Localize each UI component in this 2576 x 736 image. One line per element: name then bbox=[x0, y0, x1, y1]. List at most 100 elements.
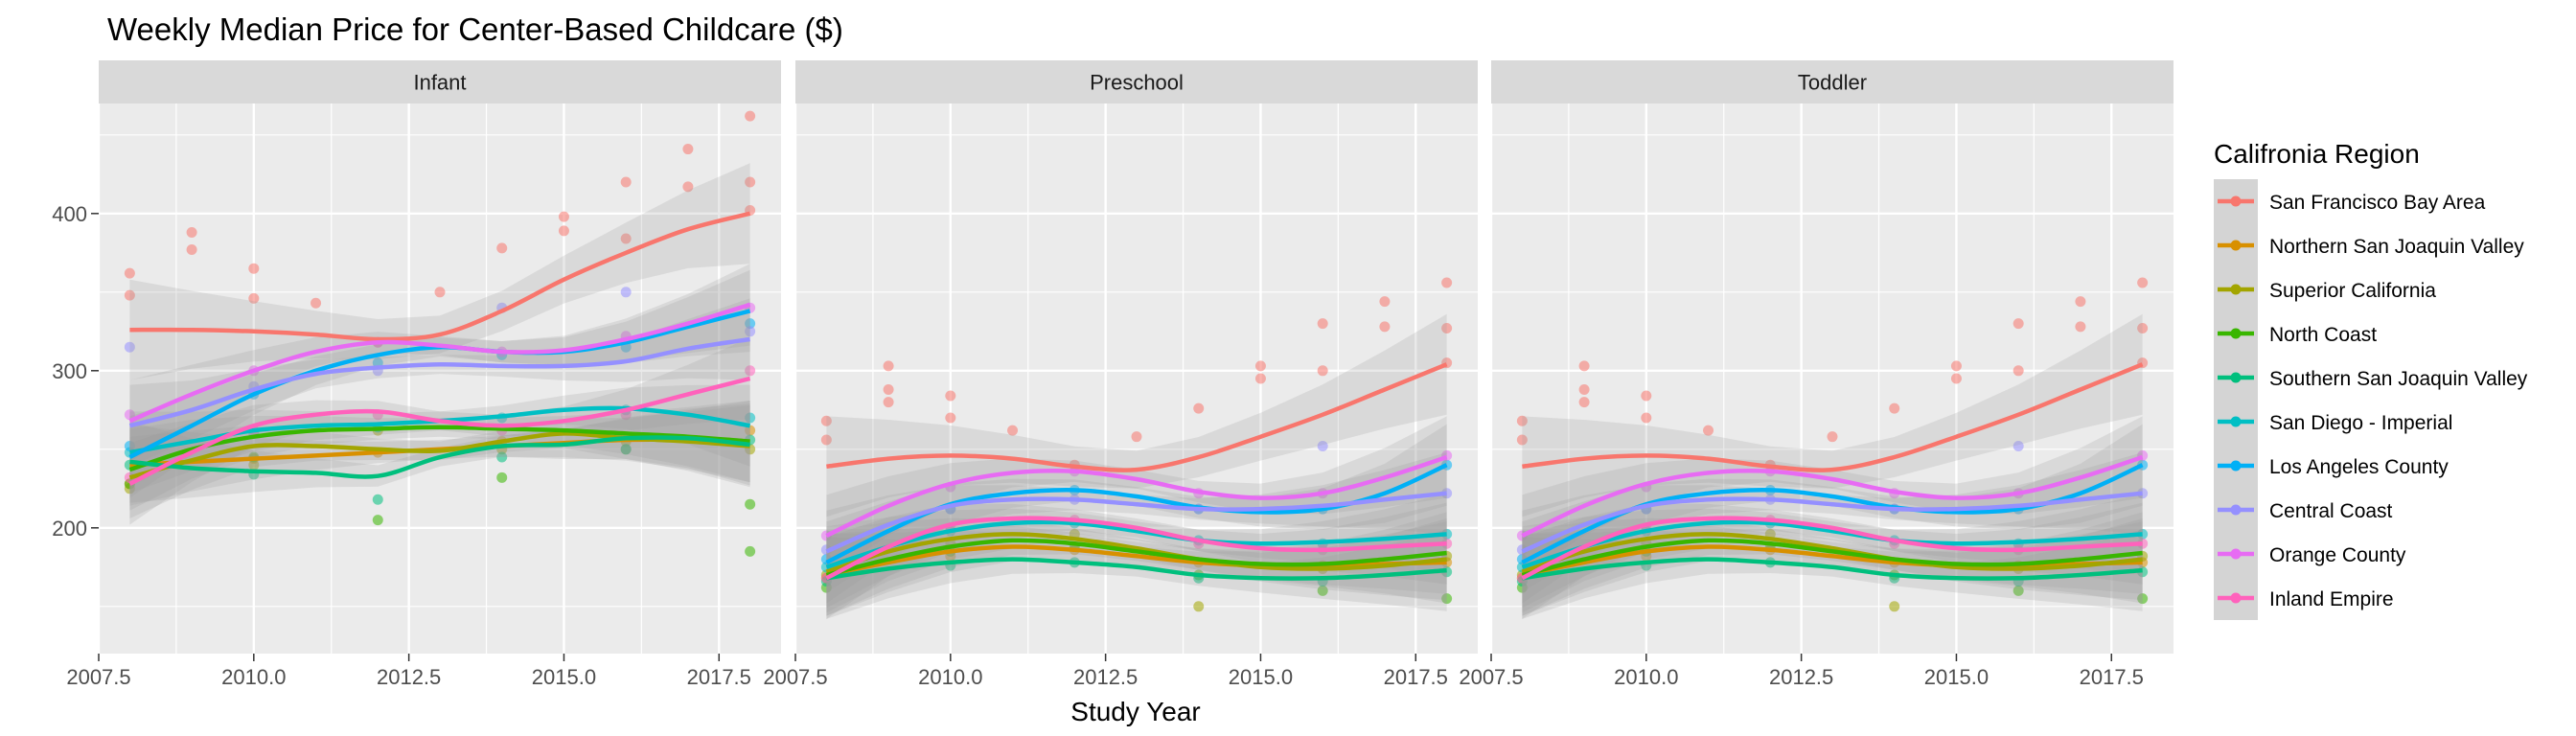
legend-item-orange-county: Orange County bbox=[2214, 532, 2406, 576]
legend-label: San Diego - Imperial bbox=[2269, 412, 2452, 434]
smooth-line-north-coast bbox=[1521, 538, 2143, 578]
legend-label: Los Angeles County bbox=[2269, 456, 2449, 478]
point-san-francisco-bay-area bbox=[186, 244, 197, 256]
x-tick-label: 2012.5 bbox=[1769, 665, 1833, 689]
band-san-francisco-bay-area bbox=[129, 163, 750, 380]
point-san-francisco-bay-area bbox=[883, 360, 894, 372]
point-superior-california bbox=[1193, 601, 1205, 612]
point-central-coast bbox=[124, 341, 135, 353]
strip-label-preschool: Preschool bbox=[1090, 71, 1184, 95]
legend-item-superior-california: Superior California bbox=[2214, 267, 2436, 311]
point-san-francisco-bay-area bbox=[1950, 360, 1962, 372]
smooth-line-north-coast bbox=[825, 538, 1447, 578]
legend-label: Central Coast bbox=[2269, 500, 2393, 522]
point-san-francisco-bay-area bbox=[2075, 321, 2086, 333]
point-san-francisco-bay-area bbox=[310, 297, 322, 309]
point-north-coast bbox=[1317, 585, 1328, 596]
band-central-coast bbox=[129, 298, 750, 467]
point-inland-empire bbox=[1441, 538, 1453, 549]
x-tick-label: 2007.5 bbox=[1459, 665, 1523, 689]
point-north-coast bbox=[745, 545, 756, 557]
panel-infant: Infant 2007.5 2010.0 2012.5 2015.0 2017.5 200 3… bbox=[52, 60, 781, 689]
point-orange-county bbox=[124, 409, 135, 421]
smooth-line-san-francisco-bay-area bbox=[826, 362, 1448, 472]
x-tick-label: 2010.0 bbox=[221, 665, 286, 689]
x-tick-label: 2010.0 bbox=[918, 665, 982, 689]
point-central-coast bbox=[620, 287, 632, 298]
y-tick-label: 400 bbox=[52, 202, 87, 226]
point-san-francisco-bay-area bbox=[2075, 296, 2086, 308]
legend-label: Superior California bbox=[2269, 280, 2436, 302]
point-san-francisco-bay-area bbox=[1441, 323, 1453, 334]
legend-key-point bbox=[2230, 460, 2242, 472]
legend-item-los-angeles-county: Los Angeles County bbox=[2214, 444, 2449, 488]
point-san-francisco-bay-area bbox=[620, 176, 632, 188]
point-san-francisco-bay-area bbox=[1007, 425, 1019, 436]
point-superior-california bbox=[248, 459, 260, 471]
point-southern-san-joaquin-valley bbox=[496, 451, 508, 463]
point-north-coast bbox=[372, 515, 383, 526]
point-san-francisco-bay-area bbox=[682, 181, 694, 193]
point-north-coast bbox=[1441, 593, 1453, 605]
point-north-coast bbox=[2137, 593, 2149, 605]
smooth-line-central-coast bbox=[1521, 491, 2143, 554]
point-superior-california bbox=[1889, 601, 1900, 612]
point-san-francisco-bay-area bbox=[1827, 431, 1838, 443]
point-san-francisco-bay-area bbox=[883, 383, 894, 395]
band-inland-empire bbox=[1522, 502, 2143, 619]
point-san-francisco-bay-area bbox=[2012, 318, 2024, 330]
legend-label: Southern San Joaquin Valley bbox=[2269, 368, 2528, 390]
point-san-francisco-bay-area bbox=[1516, 415, 1528, 426]
point-san-francisco-bay-area bbox=[1379, 321, 1391, 333]
point-san-francisco-bay-area bbox=[558, 225, 569, 237]
panel-toddler: Toddler 2007.5 2010.0 2012.5 2015.0 2017.5 bbox=[1459, 60, 2174, 689]
point-central-coast bbox=[745, 326, 756, 337]
x-axis-title: Study Year bbox=[1070, 697, 1200, 726]
point-san-francisco-bay-area bbox=[558, 211, 569, 222]
legend-label: Northern San Joaquin Valley bbox=[2269, 236, 2524, 258]
point-san-francisco-bay-area bbox=[1317, 365, 1328, 377]
smooth-line-orange-county bbox=[128, 302, 751, 424]
point-central-coast bbox=[2012, 441, 2024, 452]
point-san-francisco-bay-area bbox=[1516, 434, 1528, 446]
point-los-angeles-county bbox=[745, 318, 756, 330]
x-tick-label: 2012.5 bbox=[377, 665, 441, 689]
band-inland-empire bbox=[826, 502, 1447, 619]
point-san-francisco-bay-area bbox=[1254, 373, 1266, 384]
strip-toddler bbox=[1491, 60, 2174, 104]
legend-key-point bbox=[2230, 548, 2242, 560]
legend-label: Orange County bbox=[2269, 544, 2406, 566]
confidence-bands-preschool bbox=[826, 313, 1447, 619]
legend-item-central-coast: Central Coast bbox=[2214, 488, 2393, 532]
strip-label-toddler: Toddler bbox=[1798, 71, 1867, 95]
chart-title: Weekly Median Price for Center-Based Chi… bbox=[107, 12, 843, 47]
legend-key-point bbox=[2230, 592, 2242, 604]
point-san-francisco-bay-area bbox=[1578, 397, 1590, 408]
smooth-line-inland-empire bbox=[825, 516, 1447, 581]
smooth-line-central-coast bbox=[825, 491, 1447, 554]
point-san-francisco-bay-area bbox=[945, 390, 956, 402]
band-north-coast bbox=[1522, 512, 2143, 616]
smooth-line-north-coast bbox=[128, 425, 750, 472]
point-san-francisco-bay-area bbox=[1441, 277, 1453, 288]
point-san-francisco-bay-area bbox=[124, 267, 135, 279]
legend-key-point bbox=[2230, 196, 2242, 207]
x-tick-label: 2017.5 bbox=[1384, 665, 1448, 689]
strip-label-infant: Infant bbox=[413, 71, 466, 95]
point-san-francisco-bay-area bbox=[1131, 431, 1142, 443]
smooth-line-inland-empire bbox=[128, 376, 751, 486]
point-southern-san-joaquin-valley bbox=[620, 444, 632, 455]
band-orange-county bbox=[826, 416, 1447, 577]
point-san-francisco-bay-area bbox=[745, 176, 756, 188]
smooth-line-northern-san-joaquin-valley bbox=[825, 544, 1447, 578]
smooth-line-superior-california bbox=[825, 532, 1447, 574]
point-san-francisco-bay-area bbox=[682, 144, 694, 155]
smooth-line-northern-san-joaquin-valley bbox=[1521, 544, 2143, 578]
point-san-francisco-bay-area bbox=[820, 415, 832, 426]
point-san-francisco-bay-area bbox=[248, 263, 260, 274]
band-southern-san-joaquin-valley bbox=[1522, 529, 2143, 619]
legend-key-point bbox=[2230, 416, 2242, 427]
legend-key-point bbox=[2230, 240, 2242, 251]
smooth-line-san-diego-imperial bbox=[825, 519, 1447, 569]
x-tick-label: 2015.0 bbox=[1924, 665, 1989, 689]
